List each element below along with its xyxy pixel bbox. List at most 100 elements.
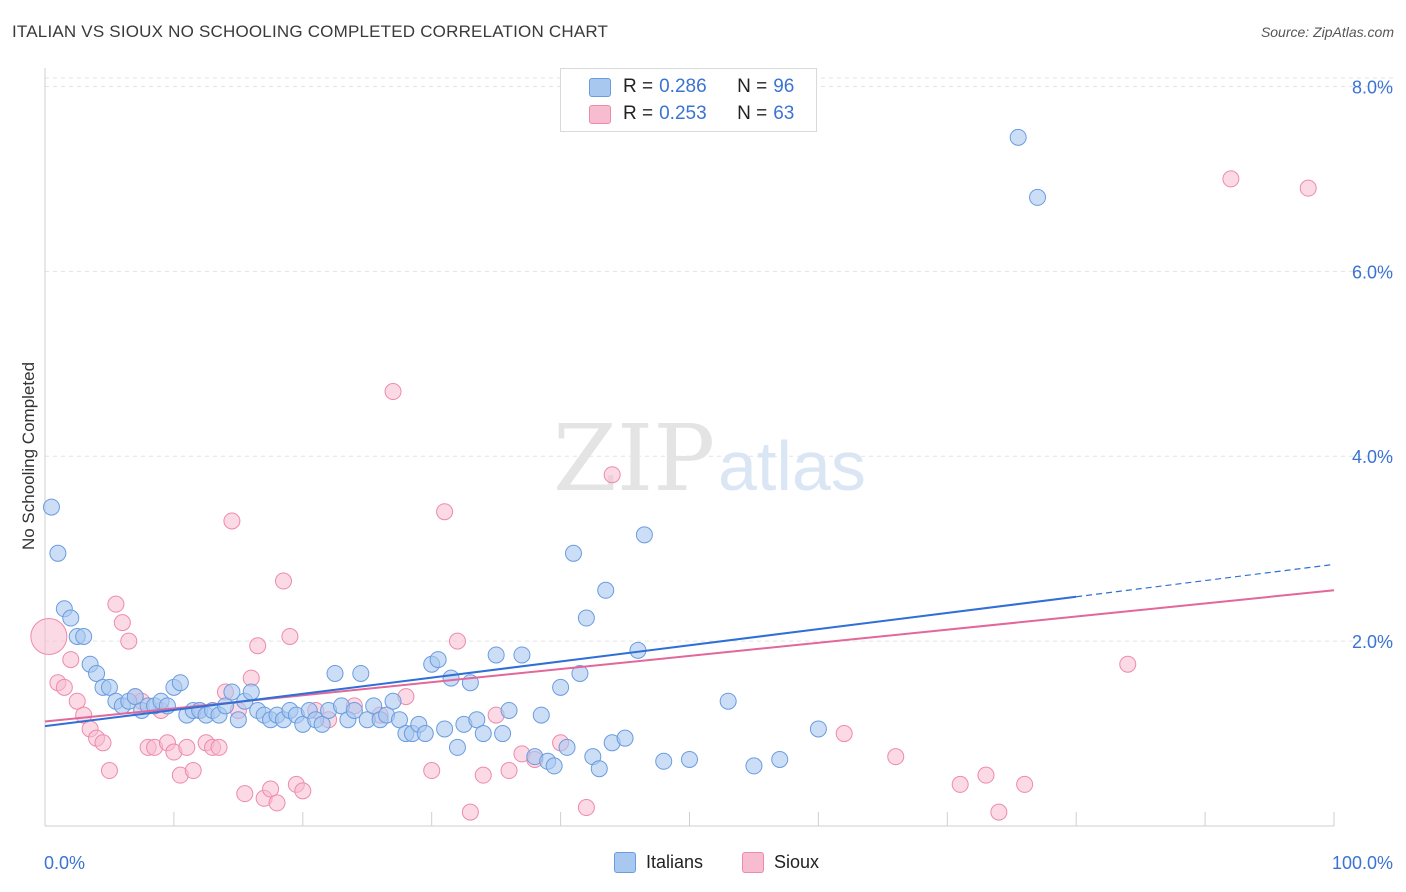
italian-point (552, 678, 570, 696)
n-value: 63 (773, 103, 795, 124)
italian-point (384, 692, 402, 710)
sioux-point (75, 706, 93, 724)
y-axis-label: No Schooling Completed (19, 362, 38, 550)
italian-point (442, 669, 460, 687)
r-value: 0.253 (659, 103, 707, 124)
sioux-point (94, 734, 112, 752)
stats-legend: R = 0.286 N = 96 R = 0.253 N = 63 (560, 68, 817, 132)
grid-lines (45, 77, 1394, 642)
italian-point (616, 729, 634, 747)
sioux-point (113, 614, 131, 632)
sioux-point (448, 632, 466, 650)
italian-point (577, 609, 595, 627)
italian-point (532, 706, 550, 724)
sioux-point (62, 651, 80, 669)
sioux-point (249, 637, 267, 655)
sioux-point (1222, 170, 1240, 188)
sioux-point (294, 782, 312, 800)
italian-point (171, 674, 189, 692)
watermark: ZIP atlas (553, 405, 866, 512)
italian-point (126, 688, 144, 706)
legend-item-italians[interactable]: Italians (614, 852, 703, 873)
watermark-zip: ZIP (553, 405, 715, 512)
sioux-point (178, 738, 196, 756)
sioux-point (1016, 775, 1034, 793)
legend-row-sioux: R = 0.253 N = 63 (589, 103, 794, 125)
italian-point (416, 725, 434, 743)
source-label: Source: ZipAtlas.com (1260, 24, 1394, 40)
italians-swatch (589, 77, 611, 97)
italian-point (390, 711, 408, 729)
italian-point (500, 701, 518, 719)
italian-point (42, 498, 60, 516)
italian-point (345, 701, 363, 719)
italian-point (436, 720, 454, 738)
italian-point (326, 664, 344, 682)
italian-point (229, 711, 247, 729)
italian-point (635, 526, 653, 544)
x-tick-label-max: 100.0% (1332, 853, 1393, 873)
italian-point (571, 664, 589, 682)
sioux-point (100, 762, 118, 780)
italian-point (655, 752, 673, 770)
italian-point (100, 678, 118, 696)
y-tick-label: 2.0% (1352, 632, 1393, 652)
n-value: 96 (773, 76, 795, 97)
italian-point (352, 664, 370, 682)
italian-point (564, 544, 582, 562)
sioux-point (384, 383, 402, 401)
r-label: R = (623, 103, 654, 124)
italian-point (242, 683, 260, 701)
trend-lines (44, 563, 1335, 728)
sioux-legend-label: Sioux (774, 852, 820, 872)
sioux-point (55, 678, 73, 696)
italian-point (719, 692, 737, 710)
italian-point (365, 697, 383, 715)
sioux-point (577, 799, 595, 817)
sioux-point (423, 762, 441, 780)
italian-point (468, 711, 486, 729)
sioux-point (990, 803, 1008, 821)
italian-point (809, 720, 827, 738)
italians-trend-line (44, 595, 1077, 728)
legend-item-sioux[interactable]: Sioux (742, 852, 819, 873)
italian-points (42, 128, 1047, 778)
x-tick-label-min: 0.0% (44, 853, 85, 873)
italian-point (558, 738, 576, 756)
sioux-point (951, 775, 969, 793)
italian-point (681, 750, 698, 768)
sioux-point (223, 512, 241, 530)
italian-point (448, 738, 466, 756)
sioux-legend-swatch (742, 852, 764, 873)
sioux-point (120, 632, 138, 650)
sioux-point (603, 466, 621, 484)
sioux-swatch (589, 104, 611, 124)
italian-point (313, 715, 331, 733)
italian-point (62, 609, 80, 627)
italian-point (49, 544, 67, 562)
n-label: N = (737, 103, 768, 124)
r-value: 0.286 (659, 76, 707, 97)
sioux-point (887, 748, 905, 766)
sioux-point (30, 618, 68, 655)
watermark-atlas: atlas (718, 427, 866, 505)
sioux-point (210, 738, 228, 756)
y-tick-labels: 2.0% 4.0% 6.0% 8.0% (1352, 77, 1393, 652)
sioux-point (474, 766, 492, 784)
italian-point (590, 760, 608, 778)
italian-point (745, 757, 763, 775)
legend-row-italians: R = 0.286 N = 96 (589, 76, 794, 98)
italian-point (223, 683, 241, 701)
italians-legend-swatch (614, 852, 636, 873)
italian-point (429, 651, 447, 669)
italian-point (597, 581, 615, 599)
y-tick-label: 4.0% (1352, 447, 1393, 467)
n-label: N = (737, 76, 768, 97)
italian-point (771, 750, 789, 768)
sioux-point (274, 572, 292, 590)
italian-point (1009, 128, 1027, 146)
italian-point (513, 646, 531, 664)
sioux-point (262, 780, 280, 798)
chart-title: ITALIAN VS SIOUX NO SCHOOLING COMPLETED … (12, 22, 609, 41)
